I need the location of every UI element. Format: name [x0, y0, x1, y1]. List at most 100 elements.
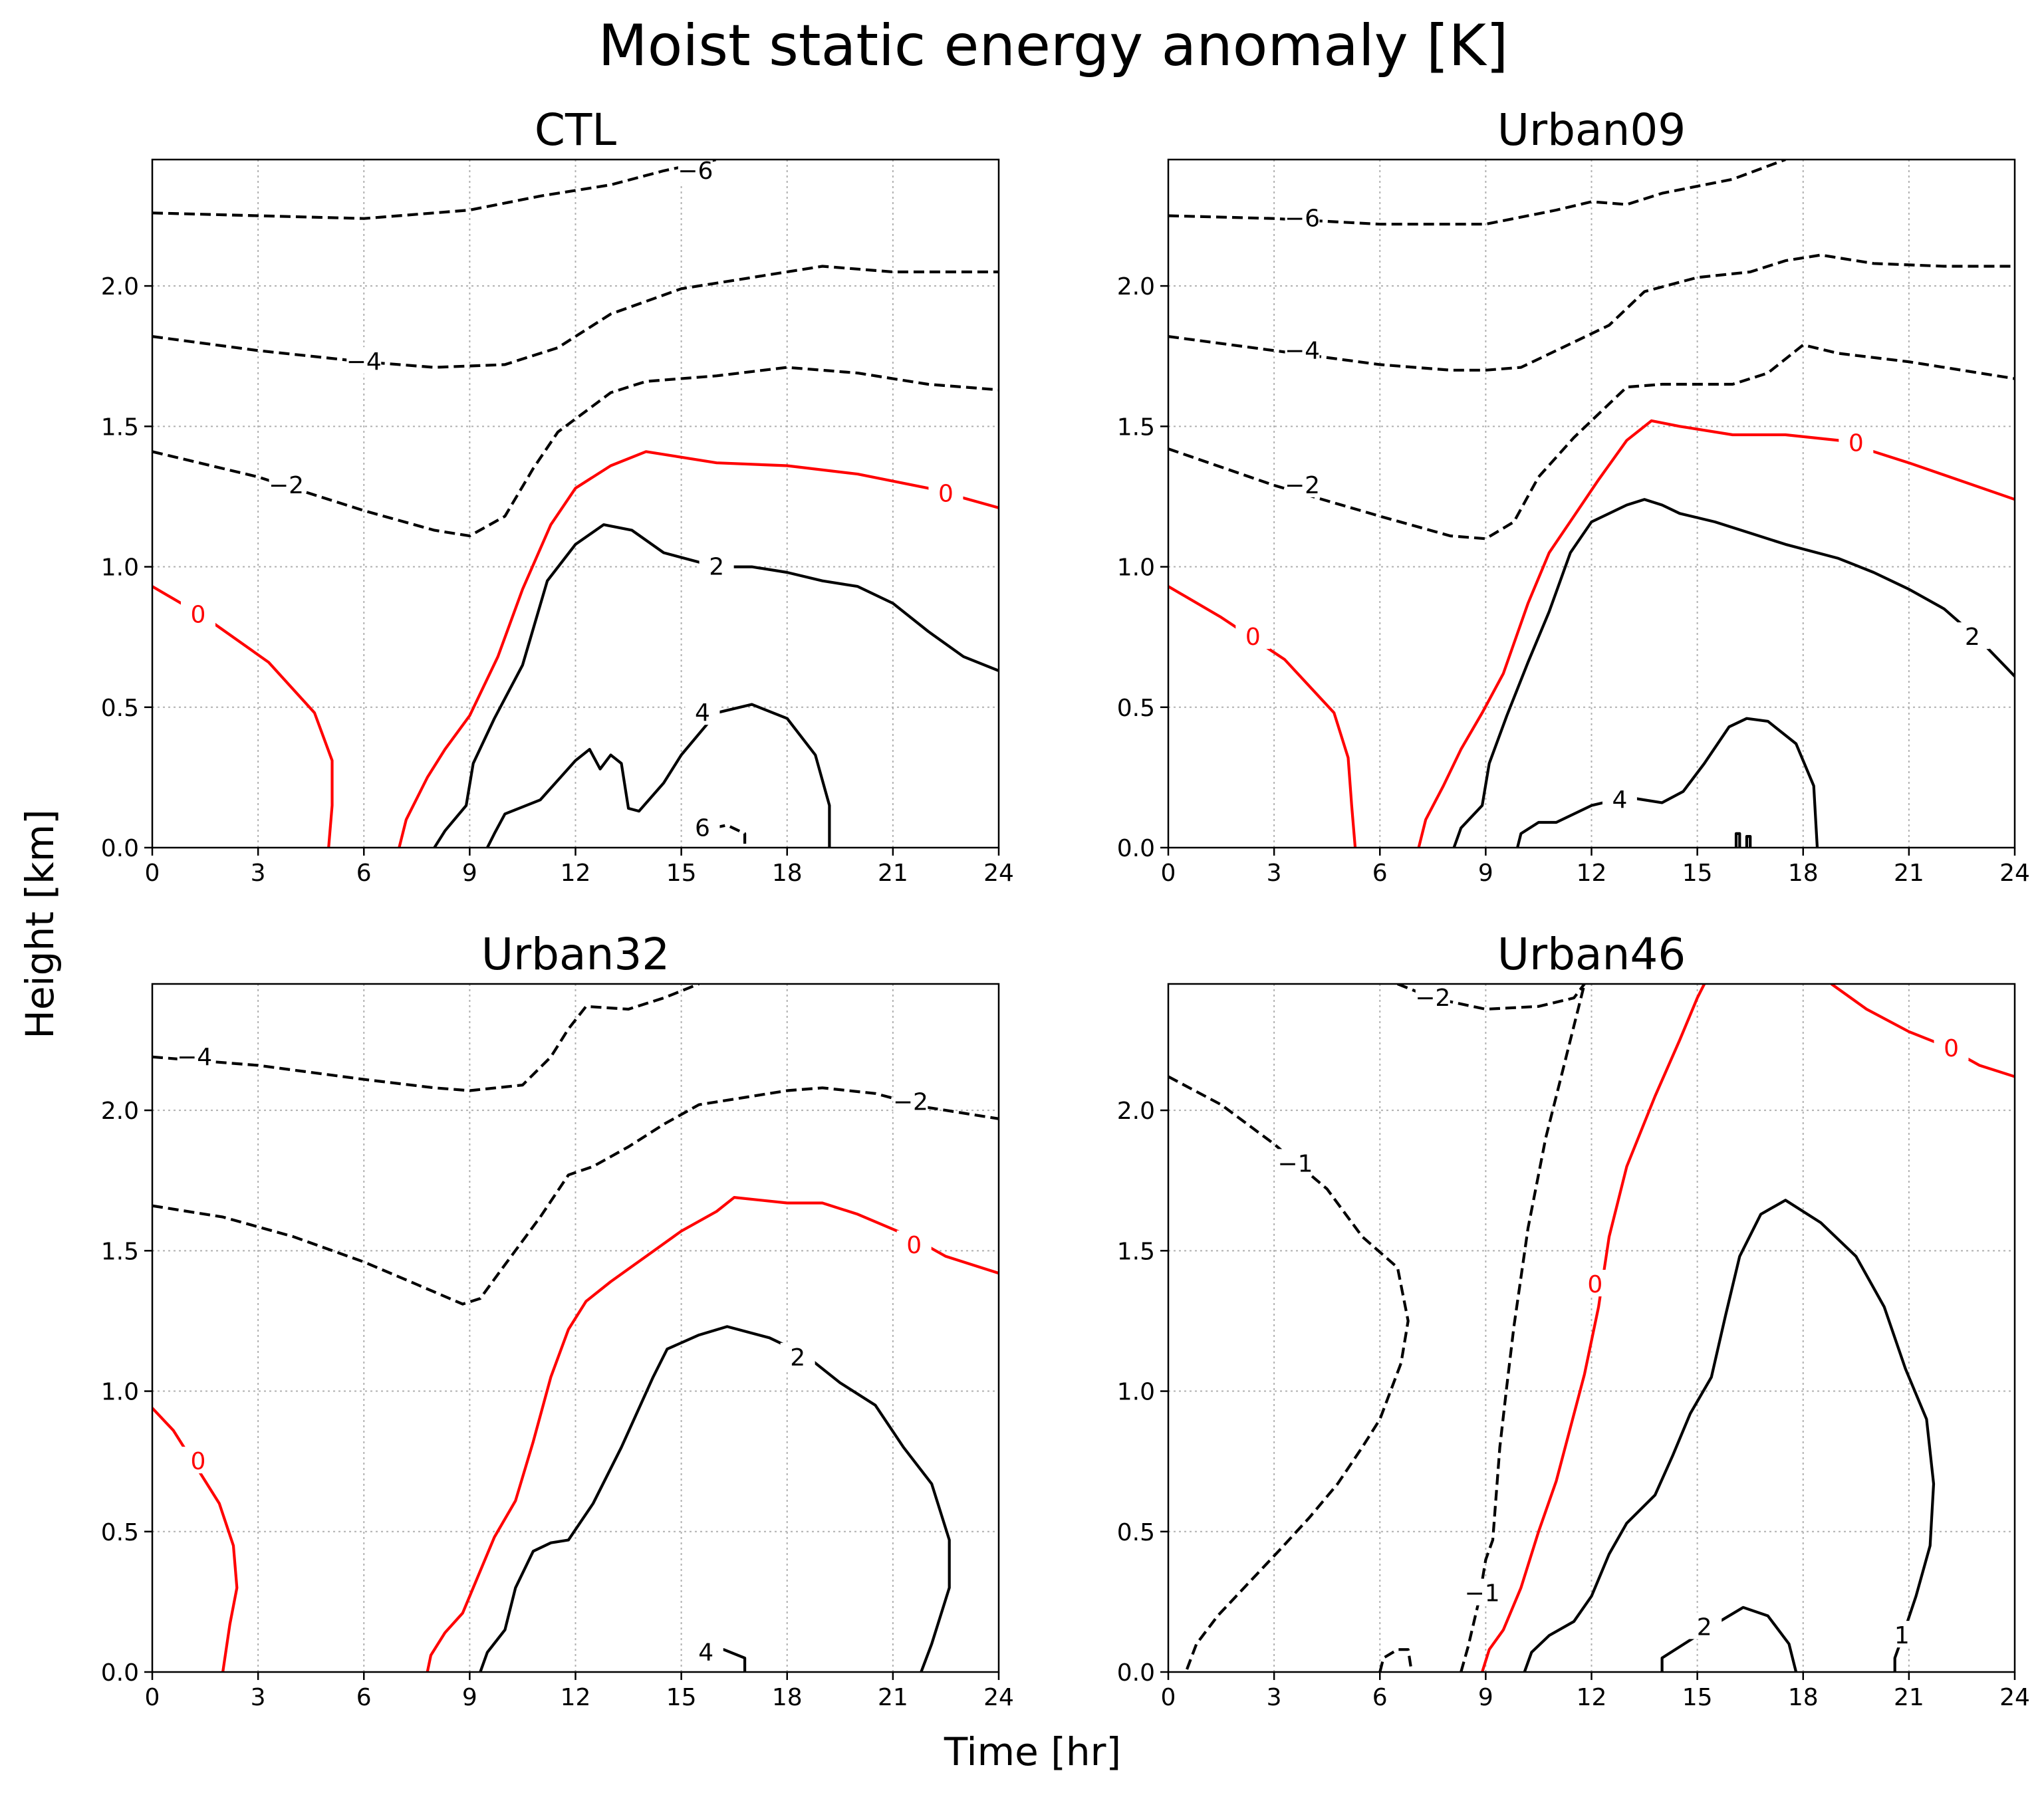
contour-label: 0: [938, 481, 954, 508]
contour-label-bg: [1934, 1034, 1969, 1061]
contour-lines: [152, 984, 999, 1672]
figure-suptitle: Moist static energy anomaly [K]: [598, 13, 1509, 79]
contour-line: [1481, 984, 1706, 1672]
contour-label-bg: [699, 552, 734, 579]
contour-label-bg: [928, 479, 963, 506]
contour-label-bg: [685, 813, 720, 840]
x-tick-label: 3: [251, 1684, 266, 1711]
x-tick-label: 24: [983, 1684, 1014, 1711]
y-tick-label: 1.5: [1117, 1238, 1155, 1265]
contour-label-bg: [1285, 203, 1320, 231]
contour-label: −4: [177, 1044, 212, 1071]
y-tick-label: 1.0: [101, 1379, 139, 1406]
contour-line: [1378, 1648, 1414, 1672]
contour-line: [152, 984, 700, 1092]
contour-label-bg: [1465, 1578, 1500, 1606]
x-tick-label: 3: [1267, 860, 1282, 887]
contour-line: [426, 1196, 999, 1672]
contour-line: [486, 703, 831, 848]
contour-label-bg: [1235, 622, 1271, 650]
x-tick-label: 18: [1788, 1684, 1819, 1711]
contour-label-bg: [685, 698, 720, 725]
contour-line: [1417, 419, 2015, 848]
contour-label-bg: [1602, 785, 1637, 812]
contour-label: −4: [1285, 337, 1320, 364]
contour-label: −2: [1415, 985, 1450, 1012]
axes-frame: [151, 983, 1000, 1673]
contour-label: 0: [1944, 1035, 1959, 1062]
x-tick-label: 18: [1788, 860, 1819, 887]
x-tick-label: 9: [462, 860, 477, 887]
contour-lines: [1168, 160, 2015, 848]
contour-label-bg: [269, 471, 304, 498]
x-tick-label: 15: [1682, 860, 1713, 887]
contour-label: 6: [695, 814, 710, 842]
contour-line: [433, 523, 999, 848]
contour-label-bg: [1415, 983, 1450, 1011]
contour-label-bg: [1577, 1270, 1612, 1297]
contour-line: [1745, 835, 1752, 848]
contour-label: 0: [191, 1448, 206, 1475]
contour-label-bg: [896, 1230, 932, 1257]
contour-line: [1830, 984, 2015, 1078]
contour-line: [152, 160, 717, 220]
contour-label-bg: [1285, 471, 1320, 498]
figure-xlabel: Time [hr]: [944, 1729, 1121, 1774]
contour-label: 2: [1697, 1614, 1712, 1641]
contour-label: 2: [1965, 624, 1980, 651]
y-tick-label: 1.5: [101, 1238, 139, 1265]
contour-line: [152, 585, 334, 848]
y-tick-label: 1.0: [101, 554, 139, 582]
x-tick-label: 0: [1161, 860, 1176, 887]
x-tick-label: 21: [1894, 1684, 1924, 1711]
contour-label: −6: [1285, 205, 1320, 233]
contour-line: [1660, 1606, 1798, 1672]
contour-label-bg: [1884, 1621, 1920, 1648]
figure-ylabel: Height [km]: [17, 809, 63, 1039]
x-tick-label: 12: [561, 860, 591, 887]
x-tick-label: 0: [145, 1684, 160, 1711]
y-tick-label: 1.5: [101, 414, 139, 441]
contour-lines: [1168, 984, 2015, 1672]
x-tick-label: 15: [1682, 1684, 1713, 1711]
contour-line: [1168, 253, 2015, 372]
contour-label-bg: [780, 1342, 815, 1370]
contour-line: [1452, 498, 2015, 848]
contour-label: 1: [1894, 1622, 1910, 1649]
x-tick-label: 18: [772, 1684, 803, 1711]
x-tick-label: 6: [1372, 1684, 1388, 1711]
y-tick-label: 2.0: [101, 273, 139, 300]
contour-line: [152, 265, 999, 369]
x-tick-label: 24: [1999, 1684, 2030, 1711]
contour-line: [152, 1407, 239, 1672]
contour-label-bg: [1285, 336, 1320, 363]
contour-label: −2: [1285, 472, 1320, 499]
y-tick-label: 1.0: [1117, 554, 1155, 582]
y-tick-label: 1.5: [1117, 414, 1155, 441]
y-tick-label: 0.0: [1117, 835, 1155, 862]
contour-label-bg: [346, 347, 382, 374]
x-tick-label: 15: [666, 1684, 697, 1711]
panel-title: Urban32: [481, 929, 670, 980]
x-tick-label: 21: [878, 860, 908, 887]
contour-lines: [152, 160, 999, 848]
x-tick-label: 24: [1999, 860, 2030, 887]
contour-label: 2: [709, 554, 724, 581]
x-tick-label: 12: [1577, 860, 1607, 887]
contour-label: −2: [893, 1088, 928, 1116]
contour-line: [1516, 717, 1819, 848]
panel-urban09: Urban09−6−4−200 240 3 6 9 12 15 18 21 240.00.51.0…: [1117, 104, 2030, 887]
contour-line: [698, 824, 747, 848]
x-tick-label: 0: [145, 860, 160, 887]
y-tick-label: 0.0: [101, 835, 139, 862]
x-tick-label: 3: [251, 860, 266, 887]
x-tick-label: 15: [666, 860, 697, 887]
x-tick-label: 6: [356, 860, 372, 887]
contour-label: −2: [269, 472, 304, 499]
contour-label-bg: [177, 1042, 212, 1069]
y-tick-label: 0.0: [1117, 1659, 1155, 1687]
y-tick-label: 0.5: [101, 695, 139, 722]
